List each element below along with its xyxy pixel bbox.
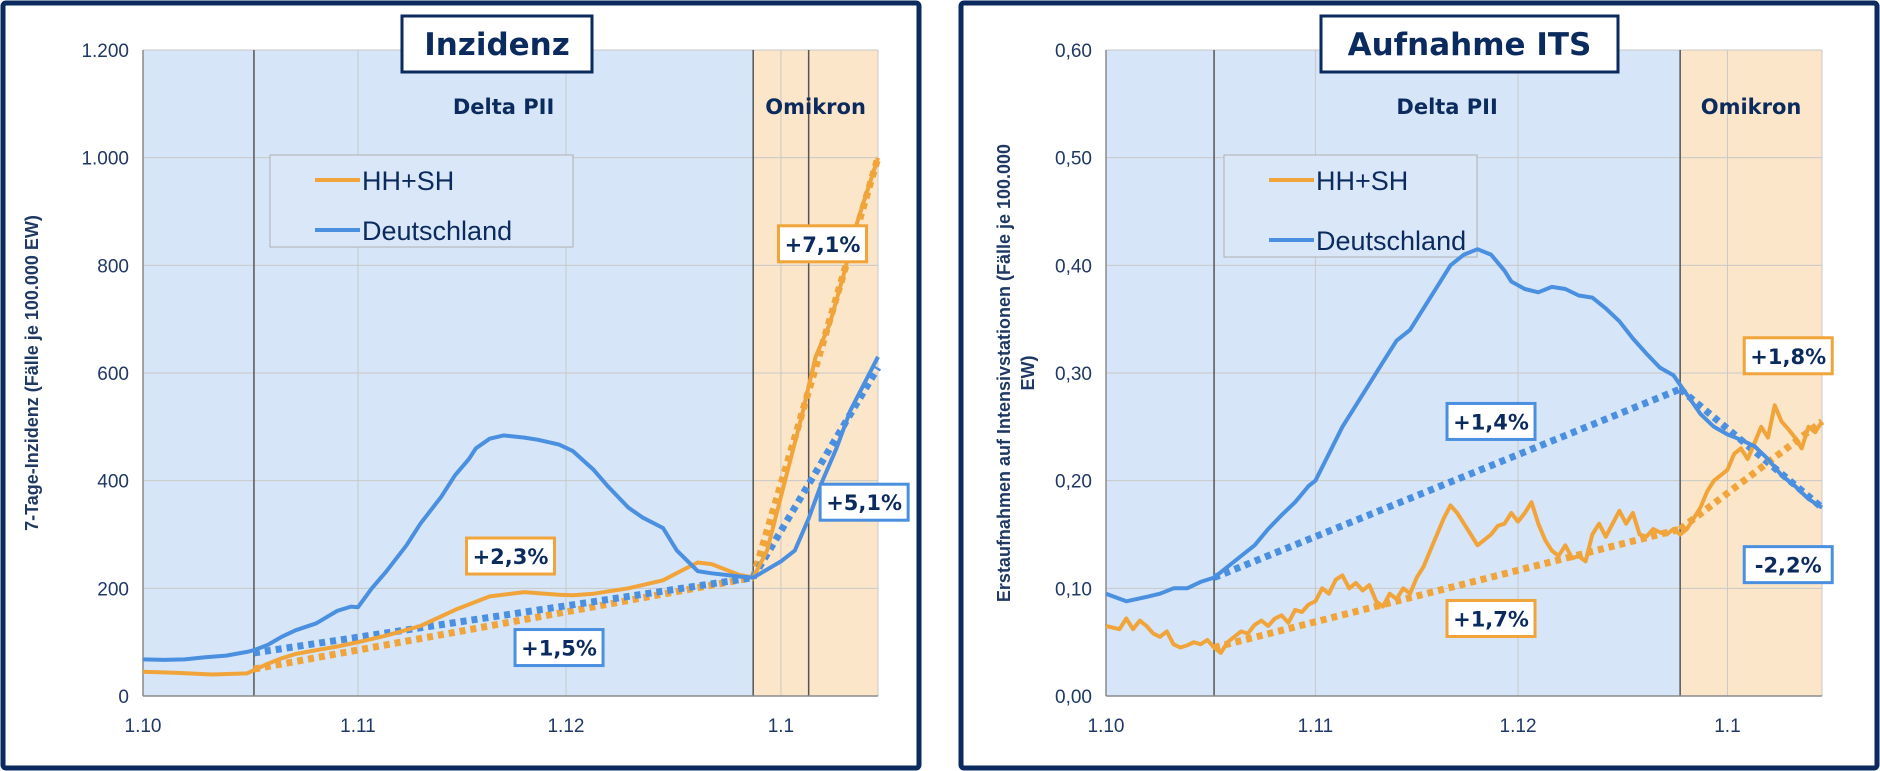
annotation-box	[1445, 401, 1537, 441]
legend-box	[1223, 154, 1478, 258]
panel-1: 0,00 0,10 0,20 0,30 0,40 0,50 0,60 1.10 1.11 1.12…	[958, 0, 1880, 771]
y-tick-label: 400	[97, 472, 129, 493]
y-axis-label: Erstaufnahmen auf Intensivstationen (Fäl…	[994, 144, 1038, 602]
legend-entry-de: Deutschland	[362, 216, 512, 246]
trend-line-de	[750, 365, 882, 580]
annotation-label: +1,5%	[521, 637, 597, 661]
y-tick-label: 0,00	[1055, 687, 1092, 708]
x-tick-label: 1.1	[768, 716, 794, 737]
y-tick-label: 0,60	[1055, 41, 1092, 62]
annotation-label: +2,3%	[473, 545, 549, 569]
x-tick-label: 1.10	[1088, 716, 1125, 737]
annotation-box	[513, 628, 605, 668]
series-line-hh	[142, 157, 880, 677]
y-tick-label: 0,40	[1055, 256, 1092, 277]
annotation-label: -2,2%	[1755, 554, 1822, 578]
legend-entry-hh: HH+SH	[1316, 166, 1408, 196]
y-axis-label: 7-Tage-Inzidenz (Fälle je 100.000 EW)	[22, 215, 42, 531]
annotation-label: +5,1%	[826, 491, 902, 515]
x-tick-label: 1.12	[1500, 716, 1537, 737]
y-axis-label-line: Erstaufnahmen auf Intensivstationen (Fäl…	[994, 144, 1014, 602]
annotation-label: +1,8%	[1750, 345, 1826, 369]
x-tick-label: 1.11	[340, 716, 376, 737]
chart-title: Inzidenz	[424, 27, 570, 63]
phase-label-delta: Delta PII	[453, 95, 554, 119]
x-tick-label: 1.12	[547, 716, 584, 737]
chart-title-box	[1319, 14, 1620, 74]
trend-line-de	[253, 574, 754, 657]
x-tick-label: 1.1	[1714, 716, 1740, 737]
panel-0: 0 200 400 600 800 1.000 1.200 1.10 1.11 1.12 1.1 De…	[0, 0, 922, 771]
y-tick-label: 0,20	[1055, 472, 1092, 493]
phase-label-omikron: Omikron	[765, 95, 866, 119]
annotation-box	[1742, 336, 1834, 376]
trend-line-hh	[1213, 525, 1682, 651]
y-tick-label: 0	[118, 687, 129, 708]
annotation-box	[1445, 598, 1537, 638]
phase-label-delta: Delta PII	[1396, 95, 1497, 119]
chart-title-box	[400, 14, 594, 74]
series-line-de	[142, 355, 880, 662]
y-tick-label: 1.000	[81, 149, 129, 170]
annotation-box	[1742, 545, 1834, 585]
phase-label-omikron: Omikron	[1701, 95, 1802, 119]
y-axis-label-line: EW)	[1018, 356, 1038, 391]
trend-line-de	[1212, 385, 1682, 581]
series-line-de	[1105, 247, 1824, 604]
series-line-hh	[1105, 403, 1824, 655]
y-tick-label: 0,30	[1055, 364, 1092, 385]
y-tick-label: 800	[97, 256, 129, 277]
annotation-label: +7,1%	[785, 233, 861, 257]
annotation-box	[777, 224, 869, 264]
y-tick-label: 600	[97, 364, 129, 385]
legend-entry-hh: HH+SH	[362, 166, 454, 196]
x-tick-label: 1.11	[1298, 716, 1334, 737]
y-tick-label: 0,50	[1055, 149, 1092, 170]
annotation-box	[465, 536, 556, 576]
y-tick-label: 200	[97, 579, 129, 600]
chart-title: Aufnahme ITS	[1348, 27, 1592, 63]
legend-entry-de: Deutschland	[1316, 226, 1466, 256]
y-tick-label: 1.200	[81, 41, 129, 62]
annotation-box	[818, 482, 910, 522]
annotation-label: +1,7%	[1453, 607, 1529, 631]
annotation-label: +1,4%	[1453, 410, 1529, 434]
x-tick-label: 1.10	[125, 716, 162, 737]
y-tick-label: 0,10	[1055, 579, 1092, 600]
